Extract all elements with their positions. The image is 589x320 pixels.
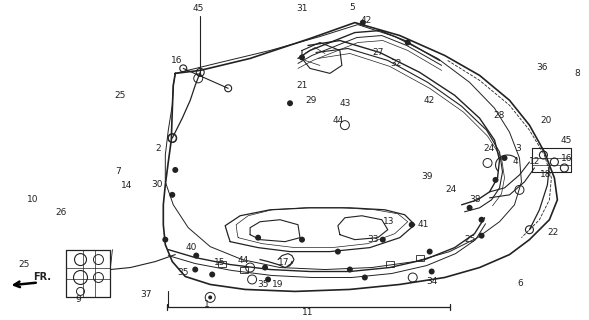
- Text: 5: 5: [349, 3, 355, 12]
- Text: 38: 38: [469, 195, 480, 204]
- Text: 32: 32: [390, 59, 402, 68]
- Text: 25: 25: [464, 235, 475, 244]
- Text: 42: 42: [360, 16, 372, 25]
- Text: 21: 21: [296, 81, 307, 90]
- Bar: [218, 260, 226, 267]
- Text: 16: 16: [171, 56, 182, 65]
- Text: 40: 40: [186, 243, 197, 252]
- Text: 36: 36: [537, 63, 548, 72]
- Circle shape: [429, 268, 435, 275]
- Circle shape: [492, 177, 498, 183]
- Text: 28: 28: [494, 111, 505, 120]
- Text: 12: 12: [529, 157, 540, 166]
- Circle shape: [208, 295, 212, 300]
- Text: 3: 3: [515, 144, 521, 153]
- Text: 2: 2: [155, 144, 161, 153]
- Text: 8: 8: [574, 69, 580, 78]
- Circle shape: [163, 237, 168, 243]
- Circle shape: [169, 192, 176, 198]
- Text: 1: 1: [204, 300, 210, 309]
- Text: 18: 18: [540, 171, 551, 180]
- Text: 27: 27: [372, 48, 383, 57]
- Circle shape: [192, 267, 198, 273]
- Text: 26: 26: [55, 208, 66, 217]
- Circle shape: [362, 275, 368, 280]
- Circle shape: [405, 40, 411, 45]
- Circle shape: [409, 222, 415, 228]
- Circle shape: [262, 265, 268, 270]
- Text: 11: 11: [302, 308, 314, 317]
- Circle shape: [479, 233, 485, 239]
- Text: 37: 37: [141, 290, 152, 299]
- Text: 42: 42: [424, 96, 435, 105]
- Circle shape: [335, 249, 341, 255]
- Text: 25: 25: [115, 91, 126, 100]
- Text: 35: 35: [177, 268, 189, 277]
- Text: 16: 16: [561, 154, 572, 163]
- Text: 43: 43: [339, 99, 350, 108]
- Text: 4: 4: [512, 157, 518, 166]
- Text: 25: 25: [18, 260, 29, 269]
- Text: 30: 30: [151, 180, 163, 189]
- Text: 15: 15: [214, 258, 226, 267]
- Circle shape: [173, 167, 178, 173]
- Text: 45: 45: [561, 136, 572, 145]
- Text: 13: 13: [383, 217, 395, 226]
- Circle shape: [255, 235, 261, 241]
- Text: 29: 29: [305, 96, 317, 105]
- Text: 14: 14: [121, 181, 132, 190]
- Bar: [386, 260, 394, 267]
- Text: 7: 7: [115, 167, 121, 176]
- Text: 34: 34: [426, 277, 438, 286]
- Text: 33: 33: [367, 235, 379, 244]
- Circle shape: [209, 271, 215, 277]
- Circle shape: [265, 276, 271, 283]
- Text: 22: 22: [548, 228, 559, 237]
- Text: 24: 24: [445, 185, 456, 194]
- Circle shape: [479, 217, 485, 223]
- Text: 45: 45: [193, 4, 204, 13]
- Text: 24: 24: [483, 144, 494, 153]
- Circle shape: [287, 100, 293, 106]
- Bar: [416, 255, 423, 260]
- Text: 19: 19: [272, 280, 284, 289]
- Text: 20: 20: [541, 116, 552, 125]
- Circle shape: [466, 205, 472, 211]
- Circle shape: [426, 249, 433, 255]
- Text: 39: 39: [421, 172, 432, 181]
- Text: 44: 44: [332, 116, 343, 125]
- Text: 31: 31: [296, 4, 307, 13]
- Circle shape: [299, 237, 305, 243]
- Text: FR.: FR.: [34, 273, 52, 283]
- Circle shape: [380, 237, 386, 243]
- Text: 35: 35: [257, 280, 269, 289]
- Circle shape: [501, 155, 508, 161]
- Circle shape: [360, 20, 366, 26]
- Text: 17: 17: [278, 258, 290, 267]
- Bar: [240, 267, 248, 273]
- Text: 41: 41: [418, 220, 429, 229]
- Circle shape: [193, 252, 199, 259]
- Text: 9: 9: [75, 295, 81, 304]
- Circle shape: [347, 267, 353, 273]
- Text: 44: 44: [237, 256, 249, 265]
- Circle shape: [299, 54, 305, 60]
- Text: 6: 6: [518, 279, 524, 288]
- Text: 10: 10: [27, 195, 38, 204]
